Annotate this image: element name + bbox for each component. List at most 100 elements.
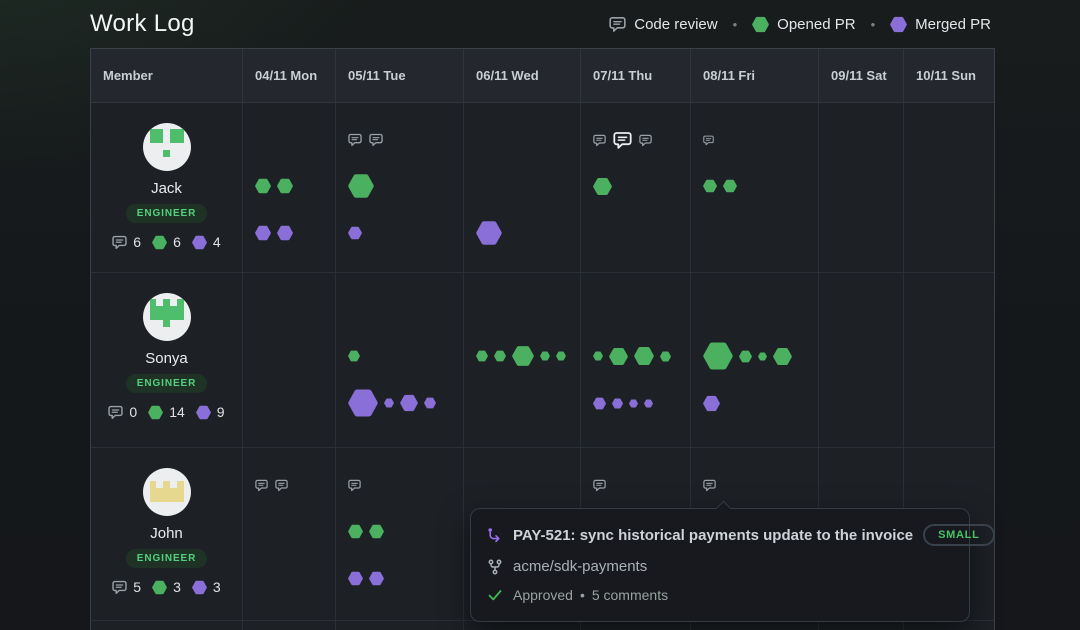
merged-pr-hexagon[interactable] bbox=[255, 225, 271, 241]
opened-pr-hexagon[interactable] bbox=[723, 179, 737, 193]
tooltip-repo-row: acme/sdk-payments bbox=[487, 558, 953, 575]
opened-pr-hexagon[interactable] bbox=[476, 350, 488, 362]
comment-icon[interactable] bbox=[639, 134, 652, 147]
comment-icon[interactable] bbox=[593, 479, 606, 492]
merged-pr-hexagon[interactable] bbox=[644, 398, 653, 408]
merged-pr-hexagon[interactable] bbox=[703, 395, 720, 412]
merged-pr-hexagon[interactable] bbox=[476, 220, 502, 246]
member-cell: Sonya ENGINEER 0 14 9 bbox=[91, 273, 243, 448]
legend-label-code-review: Code review bbox=[634, 16, 718, 33]
opened-pr-hexagon[interactable] bbox=[593, 177, 612, 196]
comment-icon[interactable] bbox=[703, 135, 714, 146]
opened-pr-hexagon bbox=[148, 405, 164, 419]
day-cell bbox=[819, 103, 904, 273]
merged-pr-hexagon[interactable] bbox=[348, 571, 363, 586]
merged-pr-hexagon[interactable] bbox=[348, 226, 362, 240]
opened-pr-hexagon[interactable] bbox=[255, 178, 271, 194]
merged-pr-hexagon[interactable] bbox=[424, 397, 436, 409]
opened-pr-hexagon[interactable] bbox=[739, 350, 752, 363]
git-branch-icon bbox=[487, 527, 503, 543]
page-title: Work Log bbox=[90, 10, 195, 37]
merged-pr-hexagon[interactable] bbox=[593, 397, 606, 410]
day-cell bbox=[336, 103, 464, 273]
day-cell bbox=[691, 621, 819, 630]
opened-pr-hexagon[interactable] bbox=[348, 524, 363, 539]
comment-icon[interactable] bbox=[593, 134, 606, 147]
tooltip-repo-name: acme/sdk-payments bbox=[513, 558, 648, 575]
comment-icon[interactable] bbox=[348, 133, 362, 147]
opened-pr-hexagon[interactable] bbox=[556, 351, 566, 361]
opened-pr-hexagon[interactable] bbox=[703, 179, 717, 193]
stat-comments: 0 bbox=[108, 404, 137, 420]
opened-pr-band bbox=[593, 335, 671, 377]
opened-pr-band bbox=[348, 510, 384, 552]
legend-label-merged-pr: Merged PR bbox=[915, 16, 991, 33]
avatar bbox=[142, 468, 191, 516]
comment-icon[interactable] bbox=[703, 479, 716, 492]
column-header-day: 06/11 Wed bbox=[464, 49, 581, 103]
member-stats: 6 6 4 bbox=[112, 234, 221, 250]
merged-pr-hexagon[interactable] bbox=[384, 398, 394, 408]
comment-icon[interactable] bbox=[613, 131, 632, 150]
code-review-band bbox=[703, 129, 714, 151]
opened-pr-hexagon[interactable] bbox=[703, 341, 733, 371]
legend-item-code-review: Code review bbox=[609, 16, 718, 33]
day-cell bbox=[464, 273, 581, 448]
merged-pr-hexagon[interactable] bbox=[369, 571, 384, 586]
merged-pr-hexagon bbox=[192, 580, 207, 594]
opened-pr-hexagon[interactable] bbox=[369, 524, 384, 539]
merged-pr-hexagon[interactable] bbox=[629, 398, 638, 408]
merged-pr-hexagon[interactable] bbox=[400, 394, 418, 412]
stat-comments: 5 bbox=[112, 579, 141, 595]
tooltip-status-row: Approved • 5 comments bbox=[487, 587, 953, 603]
stat-value: 6 bbox=[173, 234, 181, 250]
comment-icon[interactable] bbox=[348, 479, 361, 492]
opened-pr-band bbox=[593, 165, 612, 207]
comment-icon[interactable] bbox=[369, 133, 383, 147]
day-cell bbox=[91, 621, 243, 630]
merged-pr-hexagon bbox=[195, 405, 211, 419]
column-header-member: Member bbox=[91, 49, 243, 103]
opened-pr-hexagon[interactable] bbox=[512, 345, 534, 367]
opened-pr-hexagon[interactable] bbox=[660, 351, 671, 362]
code-review-band bbox=[593, 129, 652, 151]
stat-value: 0 bbox=[129, 404, 138, 420]
merged-pr-hexagon-icon bbox=[890, 16, 907, 33]
opened-pr-hexagon[interactable] bbox=[277, 178, 293, 194]
opened-pr-hexagon[interactable] bbox=[494, 350, 506, 362]
code-review-band bbox=[348, 474, 361, 496]
opened-pr-hexagon[interactable] bbox=[348, 173, 374, 199]
opened-pr-hexagon[interactable] bbox=[609, 347, 628, 366]
stat-merged-prs: 3 bbox=[192, 579, 221, 595]
day-cell bbox=[691, 273, 819, 448]
stat-value: 5 bbox=[133, 579, 142, 595]
day-cell bbox=[243, 273, 336, 448]
comment-icon[interactable] bbox=[255, 479, 268, 492]
merged-pr-hexagon[interactable] bbox=[348, 388, 378, 418]
merged-pr-hexagon[interactable] bbox=[612, 398, 623, 409]
comment-icon bbox=[112, 580, 127, 594]
opened-pr-hexagon[interactable] bbox=[540, 351, 550, 361]
member-row: Sonya ENGINEER 0 14 9 bbox=[91, 273, 994, 448]
opened-pr-hexagon[interactable] bbox=[758, 351, 767, 361]
tooltip-title-row: PAY-521: sync historical payments update… bbox=[487, 524, 995, 546]
day-cell bbox=[243, 103, 336, 273]
stat-opened-prs: 6 bbox=[152, 234, 181, 250]
day-cell bbox=[904, 273, 994, 448]
opened-pr-band bbox=[703, 165, 737, 207]
stat-opened-prs: 3 bbox=[152, 579, 181, 595]
merged-pr-hexagon[interactable] bbox=[277, 225, 293, 241]
legend-separator: • bbox=[870, 17, 876, 32]
member-name: Sonya bbox=[145, 350, 188, 367]
merged-pr-band bbox=[703, 382, 720, 424]
repo-fork-icon bbox=[487, 559, 503, 575]
comment-icon[interactable] bbox=[275, 479, 288, 492]
stat-value: 14 bbox=[169, 404, 185, 420]
stat-merged-prs: 4 bbox=[192, 234, 221, 250]
merged-pr-band bbox=[255, 212, 293, 254]
opened-pr-hexagon[interactable] bbox=[593, 351, 603, 361]
opened-pr-hexagon[interactable] bbox=[348, 350, 360, 362]
opened-pr-hexagon[interactable] bbox=[773, 347, 792, 366]
opened-pr-hexagon[interactable] bbox=[634, 346, 654, 366]
stat-value: 4 bbox=[212, 234, 221, 250]
